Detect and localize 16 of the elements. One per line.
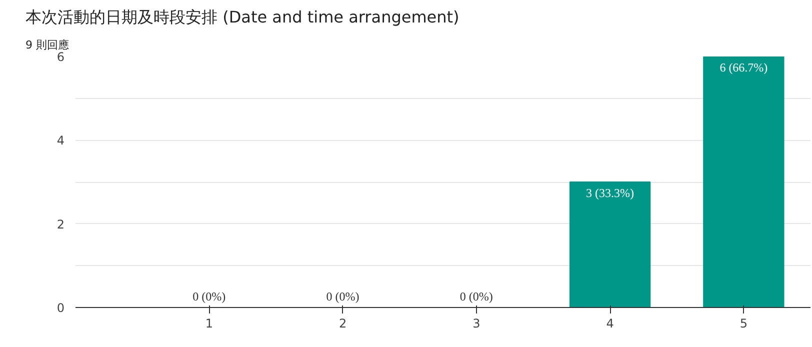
y-tick-label: 6 <box>56 50 65 64</box>
data-label: 3 (33.3%) <box>586 186 634 200</box>
chart-subtitle: 9 則回應 <box>26 38 69 52</box>
x-tick-label: 5 <box>740 316 748 330</box>
x-tick-label: 4 <box>606 316 614 330</box>
data-label: 0 (0%) <box>192 290 226 304</box>
chart-title: 本次活動的日期及時段安排 (Date and time arrangement) <box>26 8 460 26</box>
y-tick-label: 0 <box>56 301 65 315</box>
data-label: 6 (66.7%) <box>720 60 768 74</box>
x-tick-label: 1 <box>205 316 213 330</box>
x-tick-label: 3 <box>472 316 480 330</box>
data-label: 0 (0%) <box>460 290 493 304</box>
data-label: 0 (0%) <box>326 290 360 304</box>
y-tick-label: 4 <box>56 134 65 148</box>
y-tick-label: 2 <box>56 217 65 232</box>
x-tick-label: 2 <box>338 316 347 330</box>
